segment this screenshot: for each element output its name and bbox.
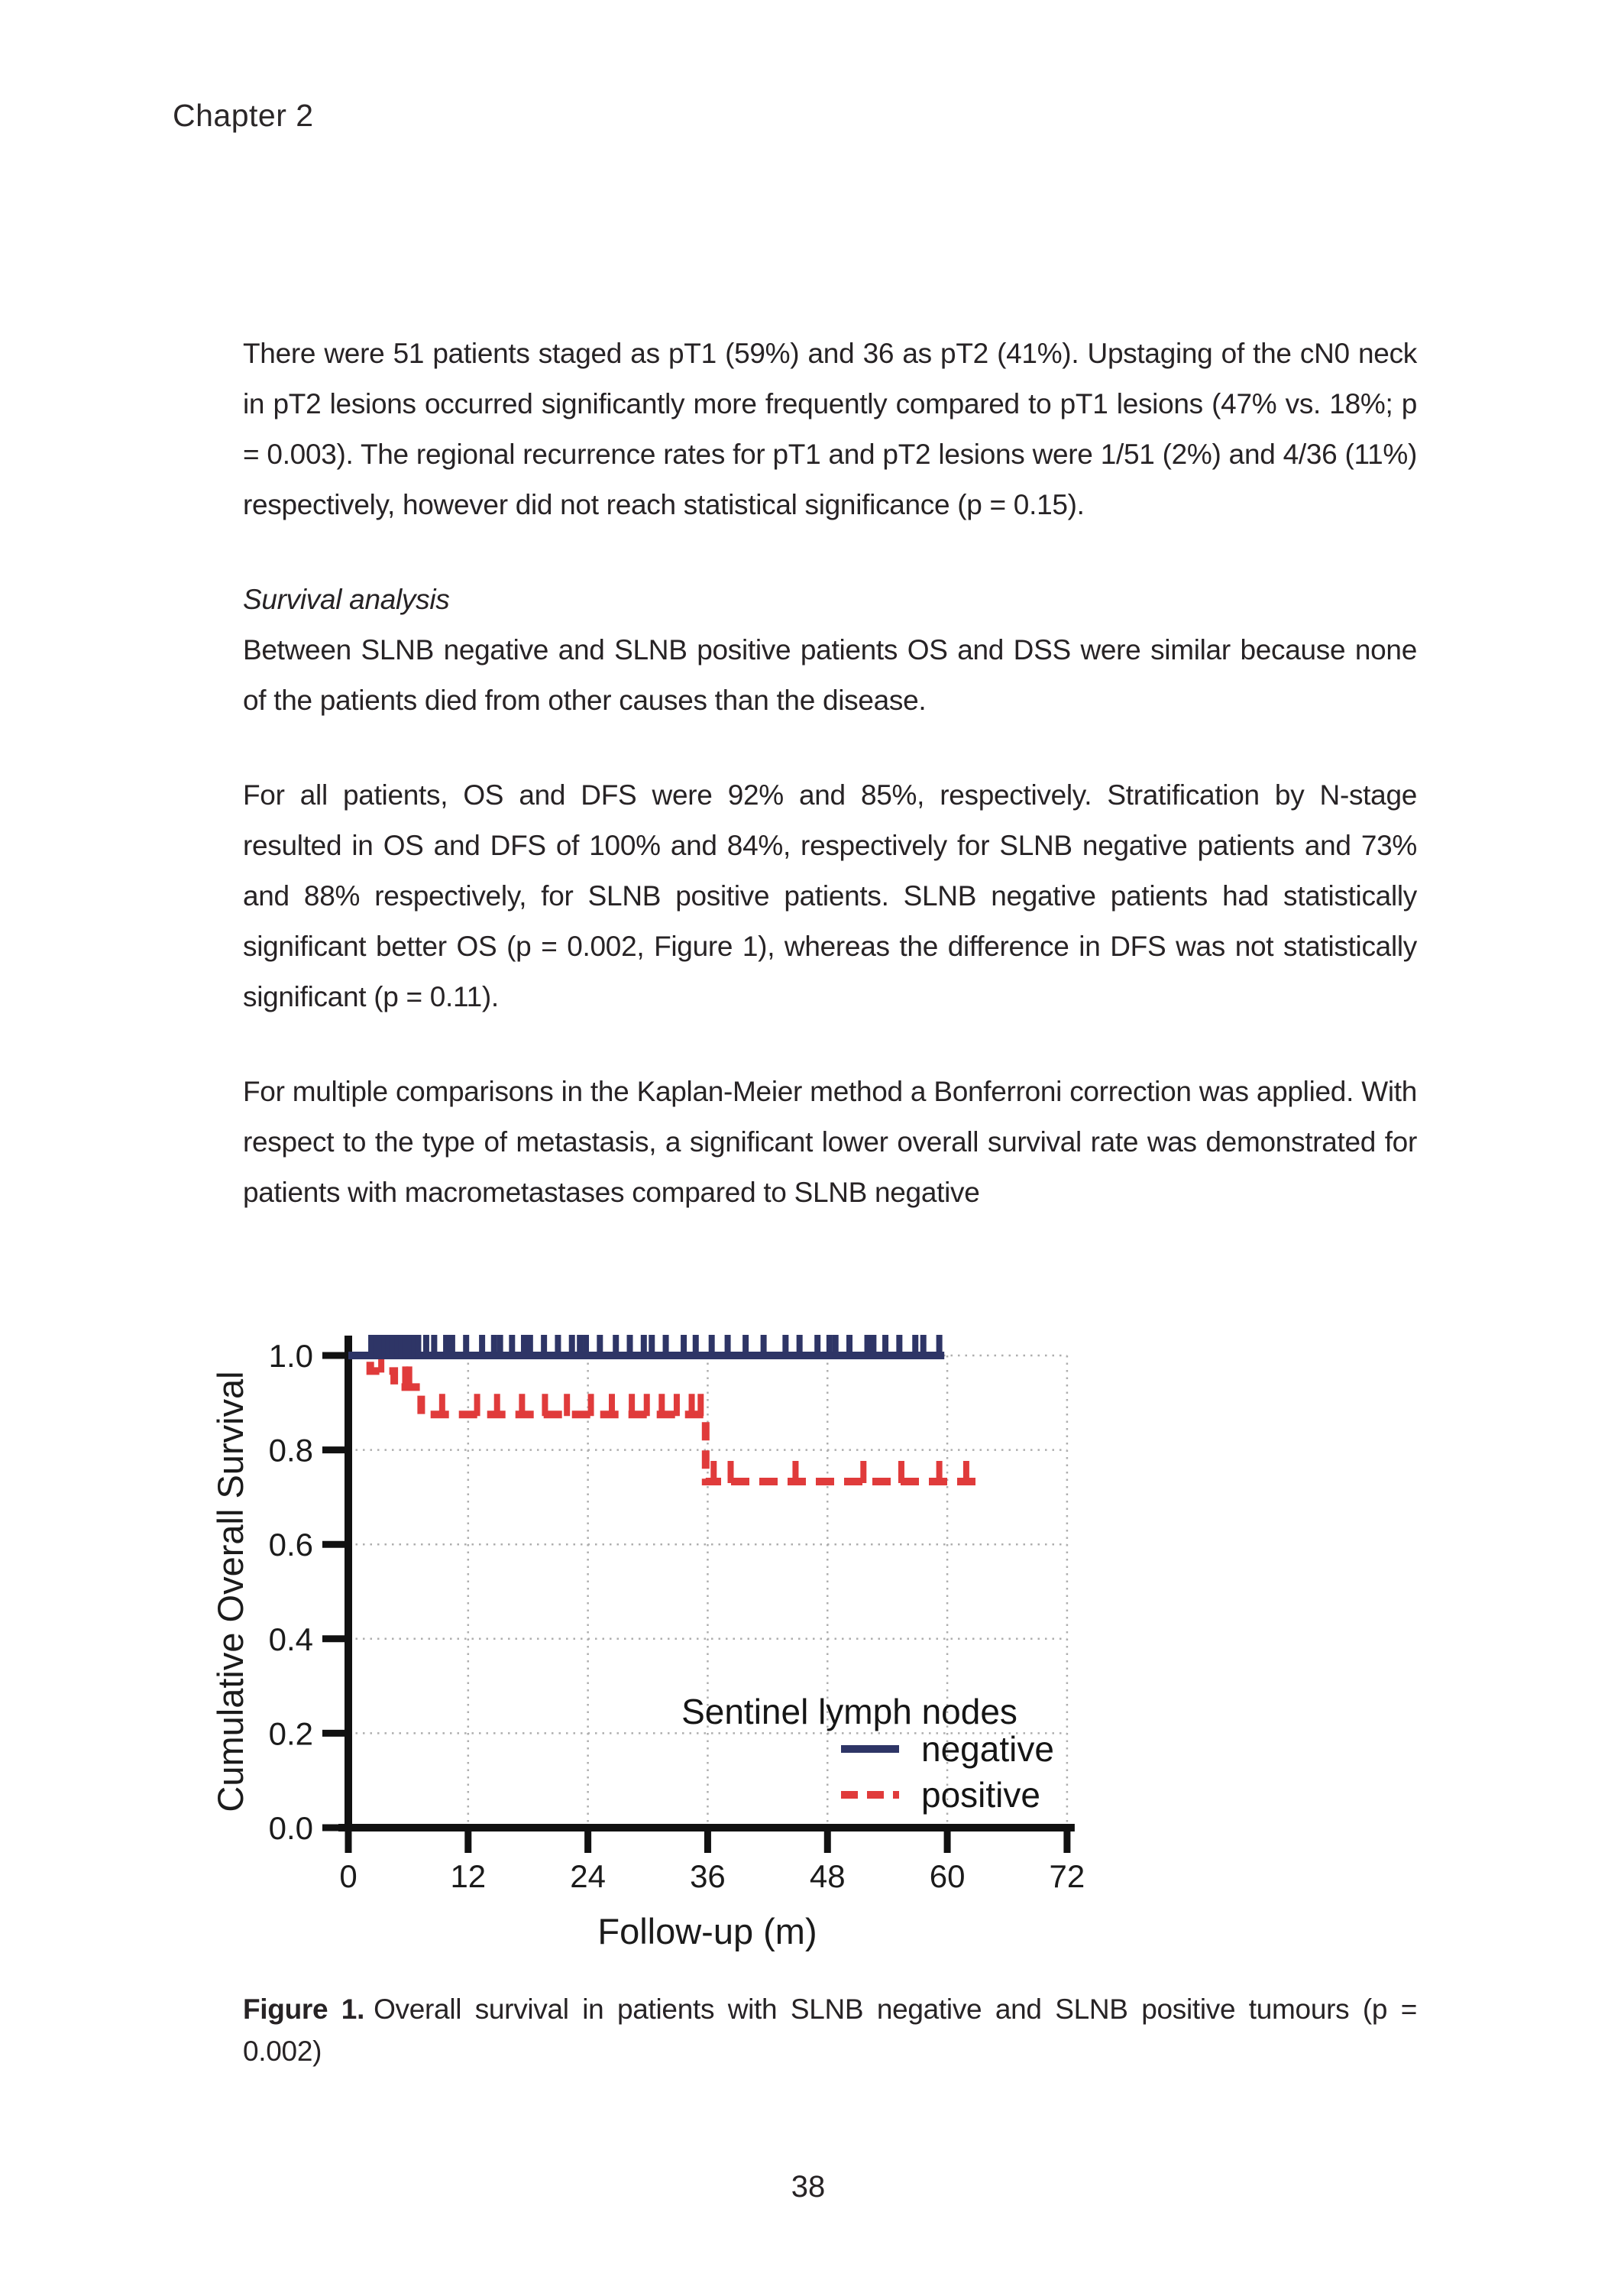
x-tick-label: 72 [1050,1858,1085,1894]
legend-label-positive: positive [921,1775,1040,1815]
paragraph-4: For multiple comparisons in the Kaplan-M… [243,1076,1417,1208]
y-tick-label: 0.4 [269,1621,313,1657]
paragraph-1: There were 51 patients staged as pT1 (59… [243,338,1417,520]
figure-caption-text: Overall survival in patients with SLNB n… [243,1993,1418,2067]
chapter-header: Chapter 2 [173,98,314,133]
series-line-positive [348,1352,978,1485]
y-tick-label: 0.0 [269,1810,313,1846]
y-tick-label: 0.8 [269,1433,313,1469]
x-tick-label: 48 [810,1858,846,1894]
section-heading: Survival analysis [243,584,450,615]
x-tick-label: 24 [570,1858,606,1894]
legend-label-negative: negative [921,1729,1054,1769]
figure-caption-label: Figure 1. [243,1993,365,2025]
x-tick-label: 0 [339,1858,357,1894]
x-axis-title: Follow-up (m) [597,1911,817,1951]
y-tick-label: 1.0 [269,1338,313,1374]
figure-caption: Figure 1. Overall survival in patients wi… [243,1988,1417,2072]
y-tick-label: 0.2 [269,1715,313,1751]
y-tick-label: 0.6 [269,1527,313,1563]
page-number: 38 [791,2170,826,2204]
body-text: There were 51 patients staged as pT1 (59… [243,329,1417,1262]
x-tick-label: 36 [690,1858,726,1894]
paragraph-2: Between SLNB negative and SLNB positive … [243,634,1417,716]
y-axis-title: Cumulative Overall Survival [210,1371,251,1812]
x-tick-label: 60 [930,1858,966,1894]
legend-title: Sentinel lymph nodes [681,1692,1017,1731]
paragraph-3: For all patients, OS and DFS were 92% an… [243,779,1417,1012]
x-tick-label: 12 [450,1858,486,1894]
